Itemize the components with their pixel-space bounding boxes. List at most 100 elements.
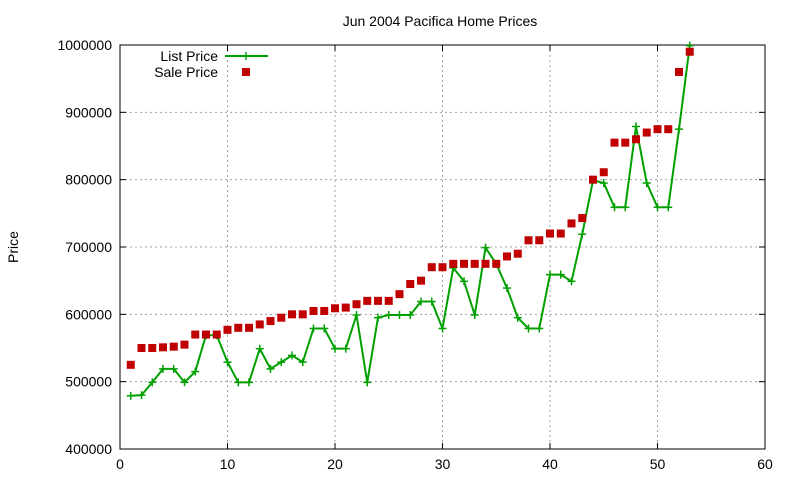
x-tick-label: 0	[116, 456, 124, 472]
list-price-point	[277, 358, 286, 367]
y-tick-label: 400000	[65, 441, 112, 457]
list-price-point	[417, 297, 425, 306]
sale-price-point	[675, 67, 683, 76]
list-price-point	[642, 179, 651, 188]
sale-price-point	[374, 296, 382, 305]
sale-price-point	[685, 47, 694, 56]
list-price-point	[288, 351, 296, 360]
list-price-point	[470, 311, 479, 320]
sale-price-point	[632, 135, 640, 144]
sale-price-point	[159, 343, 167, 352]
x-tick-label: 30	[435, 456, 451, 472]
list-price-line	[130, 45, 691, 397]
series-sale-price	[126, 47, 694, 369]
sale-price-point	[481, 259, 490, 268]
list-price-point	[223, 358, 232, 367]
list-price-point	[632, 122, 640, 131]
x-tick-label: 10	[220, 456, 236, 472]
sale-price-point	[180, 340, 189, 349]
sale-price-point	[126, 360, 135, 369]
sale-price-point	[470, 259, 479, 268]
y-tick-label: 600000	[65, 306, 112, 322]
sale-price-point	[309, 306, 318, 315]
list-price-point	[298, 358, 307, 367]
legend-label-list-price: List Price	[160, 48, 218, 64]
sale-price-point	[331, 304, 339, 313]
y-tick-label: 500000	[65, 374, 112, 390]
list-price-point	[255, 344, 264, 353]
sale-price-point	[223, 325, 232, 334]
sale-price-point	[288, 310, 296, 319]
list-price-point	[675, 125, 683, 134]
sale-price-point	[148, 344, 157, 352]
sale-price-point	[395, 290, 404, 299]
chart-title: Jun 2004 Pacifica Home Prices	[343, 13, 538, 29]
sale-price-point	[234, 323, 243, 332]
list-price-point	[352, 311, 361, 320]
list-price-point	[406, 311, 415, 320]
list-price-point	[245, 378, 253, 387]
sale-price-point	[513, 249, 522, 258]
gridlines	[120, 45, 765, 449]
list-price-point	[438, 324, 447, 333]
list-price-point	[137, 391, 146, 400]
list-price-point	[374, 313, 382, 322]
sale-price-point	[417, 276, 425, 285]
sale-price-point	[524, 236, 533, 245]
list-price-point	[126, 391, 135, 400]
list-price-point	[320, 324, 329, 333]
sale-price-point	[503, 252, 511, 261]
sale-price-point	[567, 219, 576, 228]
sale-price-point	[212, 330, 221, 339]
sale-price-point	[460, 259, 468, 268]
legend-label-sale-price: Sale Price	[154, 64, 218, 80]
list-price-point	[621, 203, 630, 212]
x-tick-label: 60	[757, 456, 773, 472]
sale-price-point	[578, 214, 587, 223]
list-price-point	[234, 378, 243, 387]
sale-price-point	[642, 128, 651, 137]
sale-price-point	[277, 313, 286, 322]
list-price-point	[599, 179, 608, 188]
list-price-point	[610, 203, 619, 212]
list-price-point	[546, 270, 554, 279]
sale-price-point	[137, 344, 146, 352]
sale-price-point	[255, 320, 264, 329]
list-price-point	[664, 203, 673, 212]
sale-price-point	[535, 236, 544, 245]
sale-price-point	[589, 175, 597, 184]
sale-price-point	[245, 323, 253, 332]
list-price-point	[524, 324, 533, 333]
list-price-point	[341, 344, 350, 353]
sale-price-point	[191, 330, 200, 339]
sale-price-point	[621, 138, 630, 147]
list-price-point	[384, 311, 393, 320]
list-price-point	[460, 277, 468, 286]
list-price-point	[363, 378, 372, 387]
list-price-point	[266, 364, 275, 373]
sale-price-point	[320, 306, 329, 315]
list-price-point	[159, 364, 167, 373]
y-tick-label: 900000	[65, 104, 112, 120]
list-price-point	[309, 324, 318, 333]
sale-price-point	[664, 125, 673, 134]
sale-price-point	[492, 259, 501, 268]
list-price-point	[556, 270, 565, 279]
sale-price-point	[384, 296, 393, 305]
list-price-point	[180, 378, 189, 387]
sale-price-point	[169, 342, 178, 351]
y-axis-label: Price	[5, 231, 21, 263]
sale-price-point	[610, 138, 619, 147]
legend-swatch-marker	[242, 68, 250, 76]
list-price-point	[331, 344, 339, 353]
sale-price-point	[202, 330, 210, 339]
y-tick-label: 800000	[65, 172, 112, 188]
x-tick-label: 50	[650, 456, 666, 472]
list-price-point	[169, 364, 178, 373]
sale-price-point	[341, 303, 350, 312]
sale-price-point	[352, 300, 361, 309]
sale-price-point	[653, 125, 662, 134]
